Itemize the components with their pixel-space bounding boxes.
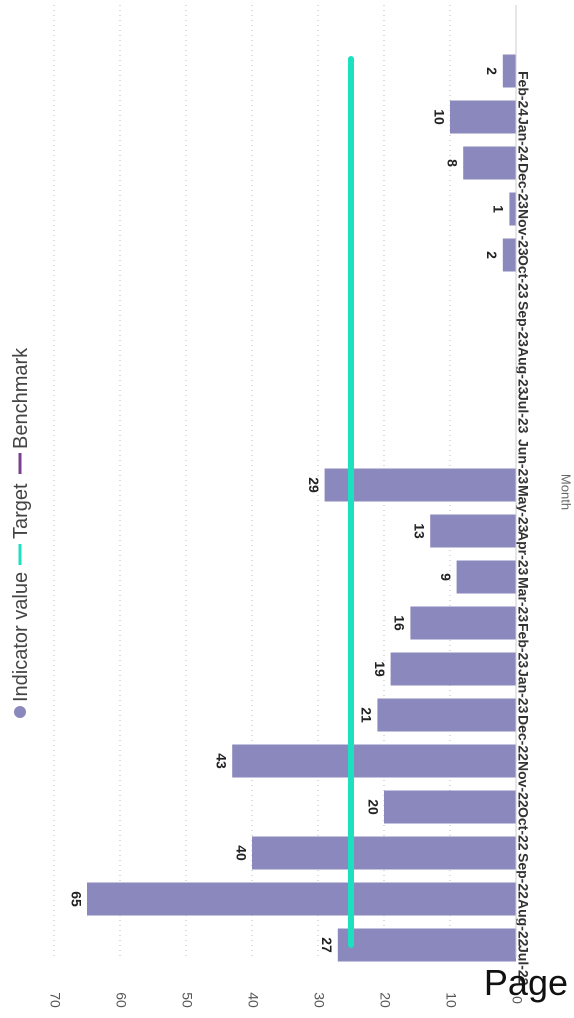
category-label: Jul-22 bbox=[515, 945, 531, 986]
data-label: 20 bbox=[365, 799, 381, 815]
bar bbox=[463, 146, 516, 180]
category-label: Jan-24 bbox=[515, 117, 531, 162]
data-label: 27 bbox=[319, 937, 335, 953]
value-tick-label: 10 bbox=[443, 992, 459, 1008]
value-tick-label: 20 bbox=[377, 992, 393, 1008]
page-label: Page bbox=[483, 962, 568, 1003]
category-label: May-23 bbox=[515, 485, 531, 533]
legend: Indicator value Target Benchmark bbox=[10, 347, 32, 718]
category-label: Feb-23 bbox=[515, 623, 531, 668]
category-label: Nov-23 bbox=[515, 209, 531, 256]
data-label: 16 bbox=[392, 615, 408, 631]
category-label: Dec-22 bbox=[515, 715, 531, 761]
bar bbox=[87, 882, 516, 916]
data-label: 2 bbox=[484, 251, 500, 259]
value-tick-label: 30 bbox=[311, 992, 327, 1008]
category-label: Mar-23 bbox=[515, 577, 531, 622]
bar bbox=[232, 744, 516, 778]
category-label: Nov-22 bbox=[515, 761, 531, 808]
data-label: 8 bbox=[444, 159, 460, 167]
category-label: Jul-23 bbox=[515, 393, 531, 434]
legend-marker-indicator bbox=[14, 706, 26, 718]
bar bbox=[509, 192, 516, 226]
value-tick-label: 40 bbox=[245, 992, 261, 1008]
x-axis-title: Month bbox=[559, 474, 574, 510]
data-label: 65 bbox=[68, 891, 84, 907]
data-label: 1 bbox=[491, 205, 507, 213]
category-label: Aug-22 bbox=[515, 899, 531, 947]
data-label: 21 bbox=[359, 707, 375, 723]
category-label: Jun-23 bbox=[515, 439, 531, 484]
bar bbox=[390, 652, 516, 686]
data-label: 2 bbox=[484, 67, 500, 75]
category-label: Feb-24 bbox=[515, 71, 531, 116]
bar bbox=[377, 698, 516, 732]
value-tick-label: 50 bbox=[179, 992, 195, 1008]
category-label: Jan-23 bbox=[515, 669, 531, 714]
data-label: 9 bbox=[438, 573, 454, 581]
bar bbox=[337, 928, 516, 962]
data-label: 40 bbox=[233, 845, 249, 861]
data-label: 13 bbox=[411, 523, 427, 539]
category-label: Aug-23 bbox=[515, 347, 531, 395]
data-label: 29 bbox=[306, 477, 322, 493]
bar bbox=[502, 54, 516, 88]
category-label: Oct-22 bbox=[515, 807, 531, 851]
category-label: Apr-23 bbox=[515, 531, 531, 576]
value-tick-label: 60 bbox=[113, 992, 129, 1008]
value-tick-label: 70 bbox=[47, 992, 63, 1008]
bar bbox=[456, 560, 516, 594]
category-label: Sep-23 bbox=[515, 301, 531, 347]
bar bbox=[410, 606, 516, 640]
bar bbox=[430, 514, 516, 548]
legend-label-benchmark: Benchmark bbox=[10, 347, 32, 449]
data-label: 43 bbox=[213, 753, 229, 769]
category-label: Sep-22 bbox=[515, 853, 531, 899]
data-label: 10 bbox=[431, 109, 447, 125]
data-label: 19 bbox=[372, 661, 388, 677]
bar bbox=[384, 790, 516, 824]
bar bbox=[252, 836, 516, 870]
legend-label-indicator: Indicator value bbox=[10, 572, 32, 702]
category-label: Oct-23 bbox=[515, 255, 531, 299]
legend-label-target: Target bbox=[10, 483, 32, 539]
value-tick-label: 0 bbox=[509, 996, 525, 1004]
bar bbox=[324, 468, 516, 502]
bar bbox=[502, 238, 516, 272]
bar bbox=[450, 100, 516, 134]
category-label: Dec-23 bbox=[515, 163, 531, 209]
